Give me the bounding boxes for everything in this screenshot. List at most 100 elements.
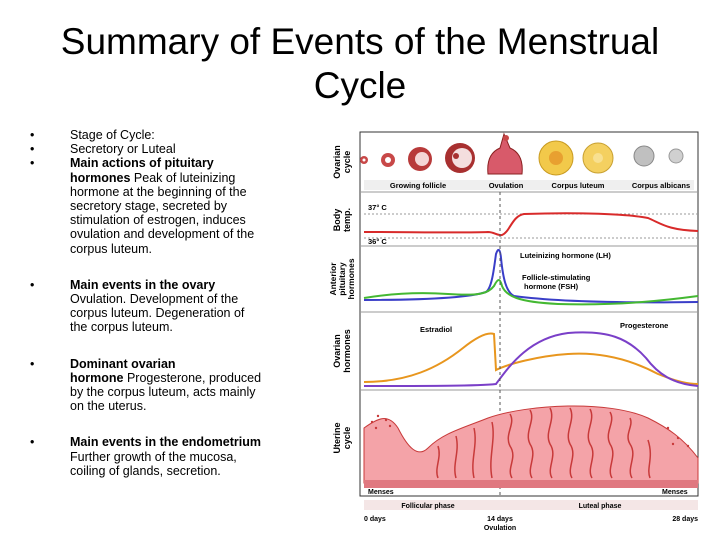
ovary-text-2: corpus luteum. Degeneration of xyxy=(70,306,245,321)
slide-title: Summary of Events of the Menstrual Cycle xyxy=(40,20,680,108)
gland xyxy=(627,417,634,479)
menses-dots xyxy=(370,414,690,448)
bullet-dot: • xyxy=(30,435,35,450)
menstrual-cycle-diagram: Ovarian cycle Body temp. Anterior pituit… xyxy=(328,128,706,534)
basal-layer xyxy=(364,480,698,488)
pituitary-text-3: secretory stage, secreted by xyxy=(70,199,228,214)
row-label-ovarian-hormones-2: hormones xyxy=(342,329,352,373)
uterine-glands xyxy=(436,407,652,479)
bullet-endometrium: • Main events in the endometrium Further… xyxy=(30,435,285,478)
bullet-dominant-hormone: • Dominant ovarian hormone Progesterone,… xyxy=(30,357,285,414)
progesterone-curve xyxy=(363,331,699,387)
dominant-heading-2: hormone xyxy=(70,370,124,385)
row-label-uterine-2: cycle xyxy=(342,427,352,450)
day-0-label: 0 days xyxy=(364,516,386,523)
label-corpus-albicans: Corpus albicans xyxy=(632,181,690,190)
endometrium-text-2: coiling of glands, secretion. xyxy=(70,463,221,478)
row-label-ovarian-cycle-1: Ovarian xyxy=(332,145,342,179)
row-label-pituitary-1: Anterior xyxy=(328,262,338,296)
gland xyxy=(436,445,440,479)
lh-curve xyxy=(363,248,699,304)
row-label-body-temp-2: temp. xyxy=(342,208,352,232)
bullet-ovary: • Main events in the ovary Ovulation. De… xyxy=(30,278,285,335)
corpus-luteum-early xyxy=(538,140,574,176)
row-label-pituitary-2: pituitary xyxy=(337,262,347,296)
dominant-text-1: Progesterone, produced xyxy=(123,370,262,385)
corpus-luteum-mature xyxy=(582,142,614,174)
progesterone-label: Progesterone xyxy=(620,321,668,330)
fsh-label-1: Follicle-stimulating xyxy=(522,273,591,282)
stage-value: Secretory or Luteal xyxy=(70,142,176,157)
endometrium-text-1: Further growth of the mucosa, xyxy=(70,449,237,464)
day-28-label: 28 days xyxy=(672,516,698,523)
bullet-dot: • xyxy=(30,277,35,292)
ovary-text-3: the corpus luteum. xyxy=(70,320,173,335)
gland xyxy=(490,421,494,479)
pituitary-text-2: hormone at the beginning of the xyxy=(70,184,247,199)
lh-label: Luteinizing hormone (LH) xyxy=(520,251,611,260)
fsh-label-2: hormone (FSH) xyxy=(524,282,579,291)
bullet-dot: • xyxy=(30,356,35,371)
estradiol-curve xyxy=(363,332,699,385)
pituitary-text-1: Peak of luteinizing xyxy=(130,170,236,185)
phase-bar xyxy=(364,500,698,510)
bullet-list: • Stage of Cycle: • Secretory or Luteal … xyxy=(30,128,285,478)
gland xyxy=(527,409,534,479)
gland xyxy=(547,407,554,479)
bullet-dot: • xyxy=(30,156,35,171)
slide-title-line-1: Summary of Events of the Menstrual xyxy=(60,21,660,62)
growing-follicle-stage-1 xyxy=(360,156,368,164)
ovary-text-1: Ovulation. Development of the xyxy=(70,292,239,307)
menses-right-label: Menses xyxy=(662,489,688,496)
ovulation-axis-label: Ovulation xyxy=(484,525,516,532)
temp-high-label: 37° C xyxy=(368,203,387,212)
growing-follicle-stage-3 xyxy=(408,147,432,171)
slide-title-line-2: Cycle xyxy=(313,65,407,106)
luteal-phase-label: Luteal phase xyxy=(579,503,622,510)
pituitary-text-6: corpus luteum. xyxy=(70,241,152,256)
row-label-ovarian-cycle-2: cycle xyxy=(342,151,352,174)
gland xyxy=(507,413,514,479)
menses-left-label: Menses xyxy=(368,489,394,496)
gland xyxy=(454,435,458,479)
stage-label: Stage of Cycle: xyxy=(70,128,155,142)
row-label-body-temp-1: Body xyxy=(332,209,342,232)
corpus-albicans-early xyxy=(633,145,655,167)
label-ovulation: Ovulation xyxy=(489,181,524,190)
gland xyxy=(472,427,476,479)
day-14-label: 14 days xyxy=(487,516,513,523)
gland xyxy=(567,407,574,479)
temp-low-label: 36° C xyxy=(368,237,387,246)
estradiol-label: Estradiol xyxy=(420,325,452,334)
bullet-stage-label: • Stage of Cycle: xyxy=(30,128,285,142)
pituitary-heading-1: Main actions of pituitary xyxy=(70,156,214,171)
pituitary-heading-2: hormones xyxy=(70,170,131,185)
dominant-heading-1: Dominant ovarian xyxy=(70,356,176,371)
bullet-dot: • xyxy=(30,142,35,157)
pituitary-text-4: stimulation of estrogen, induces xyxy=(70,213,246,228)
follicular-phase-label: Follicular phase xyxy=(401,503,454,510)
label-growing-follicle: Growing follicle xyxy=(390,181,446,190)
endometrium-heading: Main events in the endometrium xyxy=(70,435,262,450)
pituitary-text-5: ovulation and development of the xyxy=(70,227,255,242)
bullet-dot: • xyxy=(30,128,35,142)
dominant-text-2: by the corpus luteum, acts mainly xyxy=(70,385,256,400)
growing-follicle-stage-4 xyxy=(445,143,475,173)
gland xyxy=(607,411,614,479)
row-label-uterine-1: Uterine xyxy=(332,422,342,453)
dominant-text-3: on the uterus. xyxy=(70,399,147,414)
row-label-ovarian-hormones-1: Ovarian xyxy=(332,334,342,368)
row-label-pituitary-3: hormones xyxy=(346,258,356,299)
ovary-heading: Main events in the ovary xyxy=(70,277,216,292)
bullet-stage-value: • Secretory or Luteal xyxy=(30,142,285,156)
label-corpus-luteum: Corpus luteum xyxy=(552,181,605,190)
diagram-frame xyxy=(359,131,699,497)
fsh-curve xyxy=(363,279,699,306)
corpus-albicans-late xyxy=(668,148,684,164)
gland xyxy=(647,439,652,479)
ovary-label-bar xyxy=(364,180,694,190)
bullet-pituitary: • Main actions of pituitary hormones Pea… xyxy=(30,156,285,255)
gland xyxy=(587,408,594,479)
body-temperature-curve xyxy=(363,212,699,237)
ovulation-follicle xyxy=(487,132,523,175)
